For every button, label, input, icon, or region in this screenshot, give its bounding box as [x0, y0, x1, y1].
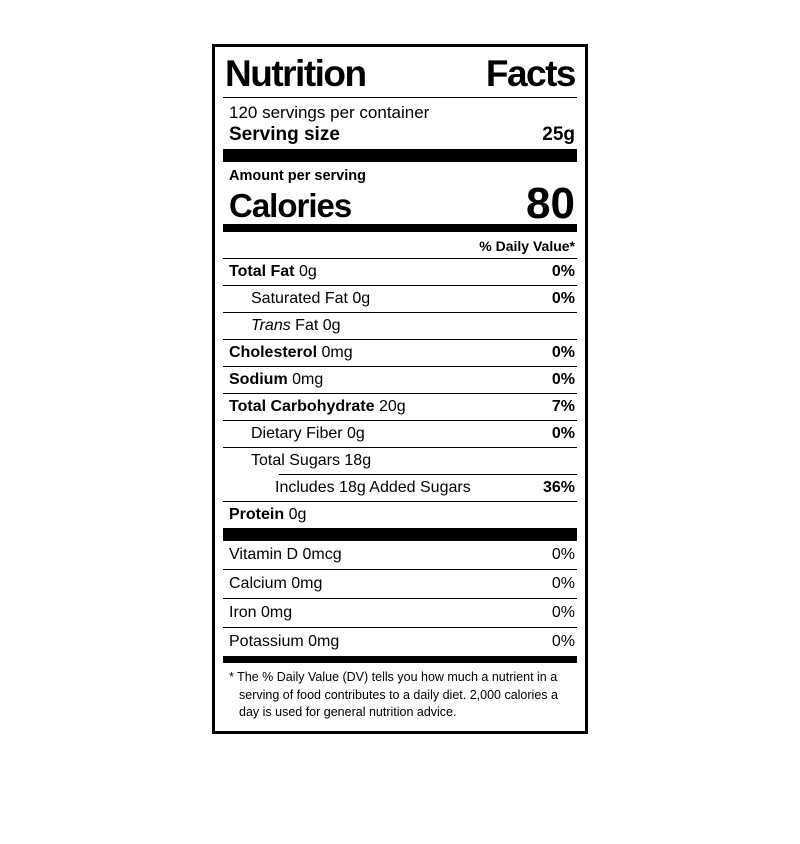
nutrient-name-amount: Dietary Fiber 0g: [251, 425, 365, 443]
vitamin-dv: 0%: [551, 546, 575, 564]
vitamin-row-potassium: Potassium 0mg 0%: [223, 628, 577, 656]
nutrient-dv: 0%: [551, 290, 575, 308]
label-title: Nutrition Facts: [223, 53, 577, 98]
nutrition-facts-label: Nutrition Facts 120 servings per contain…: [212, 44, 588, 735]
divider-bar-medium: [223, 224, 577, 233]
nutrient-row-saturated-fat: Saturated Fat 0g 0%: [223, 286, 577, 314]
serving-size-value: 25g: [542, 123, 575, 145]
nutrient-dv: 0%: [551, 425, 575, 443]
nutrient-dv: 7%: [551, 398, 575, 416]
vitamin-row-vitamin-d: Vitamin D 0mcg 0%: [223, 541, 577, 571]
nutrient-name-amount: Includes 18g Added Sugars: [275, 479, 471, 497]
title-word-nutrition: Nutrition: [225, 53, 367, 94]
vitamin-name-amount: Potassium 0mg: [229, 633, 340, 651]
title-word-facts: Facts: [485, 53, 577, 94]
daily-value-footnote: * The % Daily Value (DV) tells you how m…: [223, 663, 577, 723]
vitamin-name-amount: Calcium 0mg: [229, 575, 323, 593]
servings-per-container: 120 servings per container: [229, 102, 430, 122]
serving-size-row: Serving size 25g: [223, 123, 577, 149]
nutrient-row-protein: Protein 0g: [223, 502, 577, 528]
nutrient-row-total-fat: Total Fat 0g 0%: [223, 259, 577, 287]
nutrient-name-amount: Total Carbohydrate 20g: [229, 398, 406, 416]
vitamin-name-amount: Vitamin D 0mcg: [229, 546, 342, 564]
vitamin-row-calcium: Calcium 0mg 0%: [223, 570, 577, 600]
vitamin-row-iron: Iron 0mg 0%: [223, 599, 577, 629]
nutrient-row-cholesterol: Cholesterol 0mg 0%: [223, 340, 577, 368]
nutrient-name-amount: Total Fat 0g: [229, 263, 317, 281]
amount-per-serving-label: Amount per serving: [229, 167, 366, 184]
nutrient-dv: 0%: [551, 263, 575, 281]
nutrient-dv: 36%: [542, 479, 575, 497]
nutrient-dv: 0%: [551, 344, 575, 362]
footnote-text: The % Daily Value (DV) tells you how muc…: [237, 670, 558, 719]
nutrient-row-total-carbohydrate: Total Carbohydrate 20g 7%: [223, 394, 577, 422]
vitamin-dv: 0%: [551, 575, 575, 593]
calories-value: 80: [526, 178, 575, 228]
nutrient-name-amount: Trans Fat 0g: [251, 317, 341, 335]
nutrient-row-dietary-fiber: Dietary Fiber 0g 0%: [223, 421, 577, 449]
vitamin-dv: 0%: [551, 633, 575, 651]
nutrient-name-amount: Cholesterol 0mg: [229, 344, 353, 362]
footnote-asterisk: *: [229, 670, 234, 685]
nutrient-row-sodium: Sodium 0mg 0%: [223, 367, 577, 395]
divider-bar-thin: [223, 656, 577, 664]
nutrient-dv: 0%: [551, 371, 575, 389]
nutrient-row-added-sugars: Includes 18g Added Sugars 36%: [223, 475, 577, 503]
divider-bar-thick-bottom: [223, 528, 577, 542]
nutrient-row-total-sugars: Total Sugars 18g: [223, 448, 577, 474]
nutrient-name-amount: Saturated Fat 0g: [251, 290, 371, 308]
vitamin-name-amount: Iron 0mg: [229, 604, 293, 622]
nutrient-name-amount: Total Sugars 18g: [251, 452, 372, 470]
nutrient-row-trans-fat: Trans Fat 0g: [223, 313, 577, 341]
serving-size-label: Serving size: [229, 123, 340, 145]
divider-bar-thick-top: [223, 148, 577, 162]
daily-value-header: % Daily Value*: [223, 232, 577, 260]
nutrient-name-amount: Protein 0g: [229, 506, 307, 524]
calories-row: Calories 80: [223, 178, 577, 228]
calories-label: Calories: [229, 187, 352, 225]
nutrient-name-amount: Sodium 0mg: [229, 371, 324, 389]
vitamin-dv: 0%: [551, 604, 575, 622]
indented-divider: [279, 474, 577, 476]
